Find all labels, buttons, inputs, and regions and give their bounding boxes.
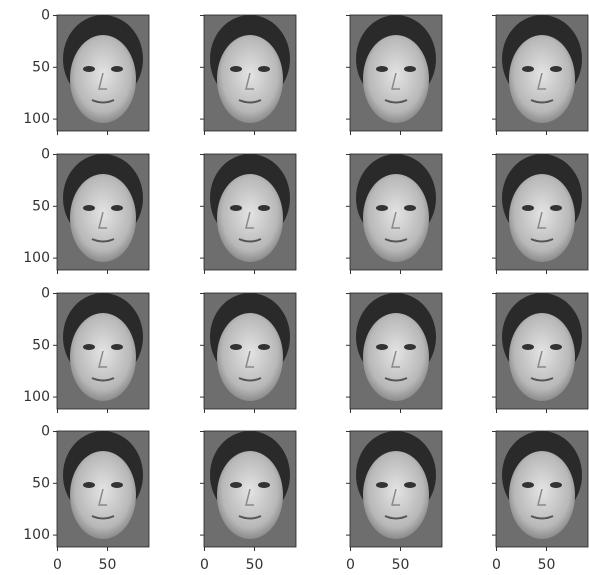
y-tick-label: 0 — [41, 147, 50, 163]
face-image — [496, 293, 588, 409]
face-image — [350, 15, 442, 131]
eye — [376, 66, 388, 72]
eye — [550, 482, 562, 488]
face — [363, 451, 429, 539]
face-image — [350, 154, 442, 270]
eye — [522, 205, 534, 211]
eye — [230, 344, 242, 350]
eye — [376, 482, 388, 488]
face-image — [496, 154, 588, 270]
face-image — [57, 431, 149, 547]
eye — [522, 344, 534, 350]
eye — [522, 66, 534, 72]
face — [363, 313, 429, 401]
eye — [83, 344, 95, 350]
x-tick-label: 0 — [200, 557, 209, 573]
eye — [230, 205, 242, 211]
eye — [376, 344, 388, 350]
eye — [230, 66, 242, 72]
y-tick-label: 100 — [23, 111, 50, 127]
x-tick-label: 0 — [492, 557, 501, 573]
face-image — [57, 154, 149, 270]
x-tick-label: 50 — [392, 557, 410, 573]
face-image — [496, 15, 588, 131]
face-image — [57, 293, 149, 409]
eye — [111, 66, 123, 72]
y-tick-label: 50 — [32, 59, 50, 75]
face — [217, 174, 283, 262]
face-image — [350, 293, 442, 409]
eye — [376, 205, 388, 211]
eye — [404, 205, 416, 211]
face-image — [57, 15, 149, 131]
face-image — [204, 293, 296, 409]
face — [70, 35, 136, 123]
eye — [550, 205, 562, 211]
eye — [258, 344, 270, 350]
face-image — [204, 154, 296, 270]
face-image — [350, 431, 442, 547]
y-tick-label: 0 — [41, 8, 50, 24]
face — [217, 451, 283, 539]
face-image — [204, 15, 296, 131]
face — [509, 35, 575, 123]
face — [70, 313, 136, 401]
figure: 050100050100050100050100050050050050 — [0, 0, 589, 575]
x-tick-label: 0 — [346, 557, 355, 573]
eye — [404, 344, 416, 350]
x-tick-label: 50 — [99, 557, 117, 573]
y-tick-label: 0 — [41, 424, 50, 440]
eye — [258, 205, 270, 211]
face — [509, 313, 575, 401]
face — [70, 174, 136, 262]
x-tick-label: 0 — [53, 557, 62, 573]
y-tick-label: 100 — [23, 527, 50, 543]
eye — [550, 66, 562, 72]
y-tick-label: 0 — [41, 286, 50, 302]
face — [217, 313, 283, 401]
face — [363, 35, 429, 123]
eye — [111, 344, 123, 350]
y-tick-label: 100 — [23, 250, 50, 266]
y-tick-label: 100 — [23, 389, 50, 405]
y-tick-label: 50 — [32, 337, 50, 353]
eye — [404, 66, 416, 72]
face — [509, 174, 575, 262]
eye — [111, 205, 123, 211]
eye — [83, 205, 95, 211]
face-image — [204, 431, 296, 547]
eye — [230, 482, 242, 488]
eye — [258, 482, 270, 488]
eye — [258, 66, 270, 72]
eye — [83, 482, 95, 488]
face — [217, 35, 283, 123]
face — [509, 451, 575, 539]
eye — [111, 482, 123, 488]
y-tick-label: 50 — [32, 198, 50, 214]
eye — [404, 482, 416, 488]
face-image — [496, 431, 588, 547]
eye — [83, 66, 95, 72]
eye — [550, 344, 562, 350]
eye — [522, 482, 534, 488]
face — [70, 451, 136, 539]
x-tick-label: 50 — [246, 557, 264, 573]
y-tick-label: 50 — [32, 475, 50, 491]
x-tick-label: 50 — [538, 557, 556, 573]
face — [363, 174, 429, 262]
